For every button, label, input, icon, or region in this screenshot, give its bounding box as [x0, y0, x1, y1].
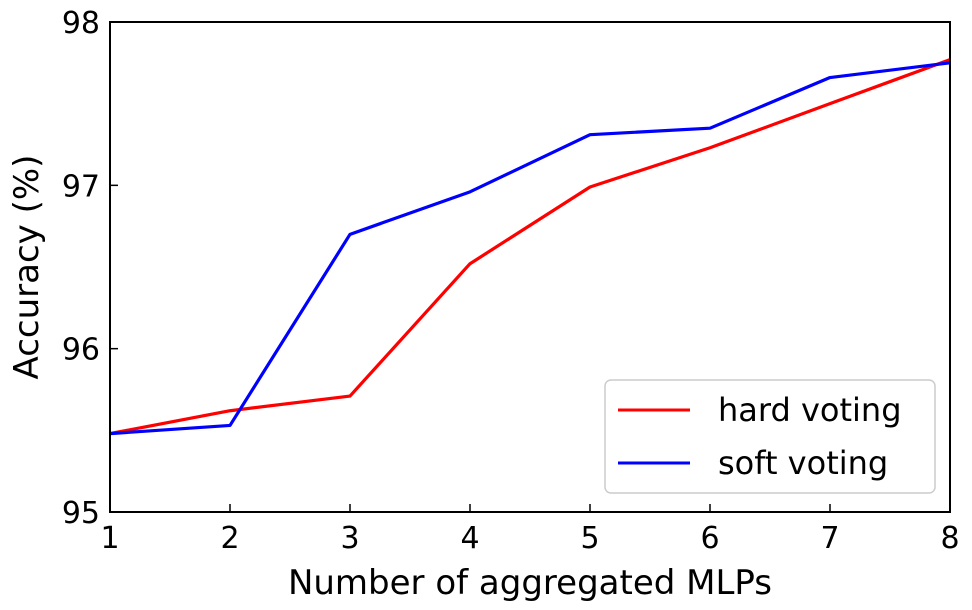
series-line: [109, 61, 951, 436]
legend: hard voting soft voting: [604, 379, 936, 494]
x-tick-label: 1: [100, 521, 119, 556]
x-tick-label: 7: [820, 521, 839, 556]
series-lines: [109, 58, 951, 436]
y-tick-label: 97: [62, 169, 100, 204]
x-tick-label: 5: [580, 521, 599, 556]
x-axis-label: Number of aggregated MLPs: [288, 563, 772, 603]
legend-label-hard-voting: hard voting: [718, 391, 902, 429]
x-tick-label: 4: [460, 521, 479, 556]
y-tick-label: 98: [62, 6, 100, 41]
y-tick-label: 95: [62, 496, 100, 531]
y-axis-ticks: 95 96 97 98: [62, 6, 118, 531]
x-tick-label: 6: [700, 521, 719, 556]
x-tick-label: 2: [220, 521, 239, 556]
x-tick-label: 3: [340, 521, 359, 556]
y-axis-label: Accuracy (%): [7, 155, 47, 380]
x-tick-label: 8: [940, 521, 959, 556]
y-tick-label: 96: [62, 333, 100, 368]
series-line: [109, 58, 951, 436]
legend-label-soft-voting: soft voting: [718, 444, 888, 482]
plot-frame: [109, 21, 951, 513]
x-axis-ticks: 1 2 3 4 5 6 7 8: [100, 504, 960, 556]
legend-box: [604, 379, 936, 494]
